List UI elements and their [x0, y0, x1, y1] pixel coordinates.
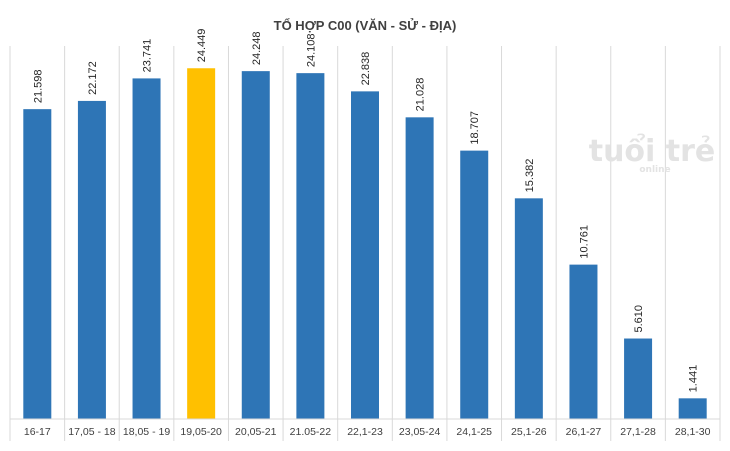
- data-labels: 21.598 22.172 23.741 24.449 24.248 24.108 22.8…: [32, 29, 699, 393]
- data-label-9: 18.707: [469, 111, 481, 145]
- category-label-10: 25,1-26: [511, 426, 547, 438]
- bar-6: [296, 73, 325, 420]
- bars: [23, 68, 707, 420]
- category-label-4: 19,05-20: [180, 426, 222, 438]
- data-label-7: 22.838: [360, 52, 372, 86]
- bar-5: [241, 71, 270, 419]
- category-label-3: 18,05 - 19: [123, 426, 170, 438]
- category-label-8: 23,05-24: [399, 426, 441, 438]
- data-label-11: 10.761: [578, 225, 590, 259]
- data-label-10: 15.382: [524, 159, 536, 193]
- bar-2: [77, 100, 106, 419]
- data-label-5: 24.248: [251, 31, 263, 65]
- data-label-1: 21.598: [32, 69, 44, 103]
- data-label-6: 24.108: [305, 33, 317, 67]
- data-label-2: 22.172: [87, 61, 99, 95]
- bar-4: [187, 68, 216, 419]
- category-label-13: 28,1-30: [675, 426, 711, 438]
- bar-9: [460, 150, 489, 419]
- category-label-12: 27,1-28: [620, 426, 656, 438]
- category-label-7: 22,1-23: [347, 426, 383, 438]
- bar-7: [351, 91, 379, 419]
- data-label-13: 1.441: [688, 365, 700, 393]
- category-labels: 16-17 17,05 - 18 18,05 - 19 19,05-20 20,05-2…: [24, 426, 711, 438]
- category-label-9: 24,1-25: [456, 426, 492, 438]
- bar-10: [514, 198, 543, 419]
- category-label-1: 16-17: [24, 426, 51, 438]
- data-label-3: 23.741: [142, 39, 154, 73]
- grid-lines: [9, 46, 721, 441]
- bar-3: [132, 78, 161, 419]
- category-label-6: 21.05-22: [290, 426, 332, 438]
- watermark-subtext: online: [639, 165, 670, 175]
- bar-8: [405, 117, 434, 420]
- bar-13: [678, 398, 707, 419]
- watermark-text: tuổi trẻ: [589, 133, 716, 169]
- data-label-4: 24.449: [196, 29, 208, 63]
- bar-11: [569, 264, 598, 419]
- category-label-2: 17,05 - 18: [68, 426, 115, 438]
- category-label-5: 20,05-21: [235, 426, 277, 438]
- category-label-11: 26,1-27: [566, 426, 602, 438]
- data-label-8: 21.028: [415, 78, 427, 112]
- chart-title: TỔ HỢP C00 (VĂN - SỬ - ĐỊA): [274, 18, 457, 33]
- bar-12: [624, 338, 653, 419]
- watermark-logo: tuổi trẻ online: [589, 133, 716, 175]
- bar-1: [23, 109, 52, 420]
- data-label-12: 5.610: [633, 305, 645, 333]
